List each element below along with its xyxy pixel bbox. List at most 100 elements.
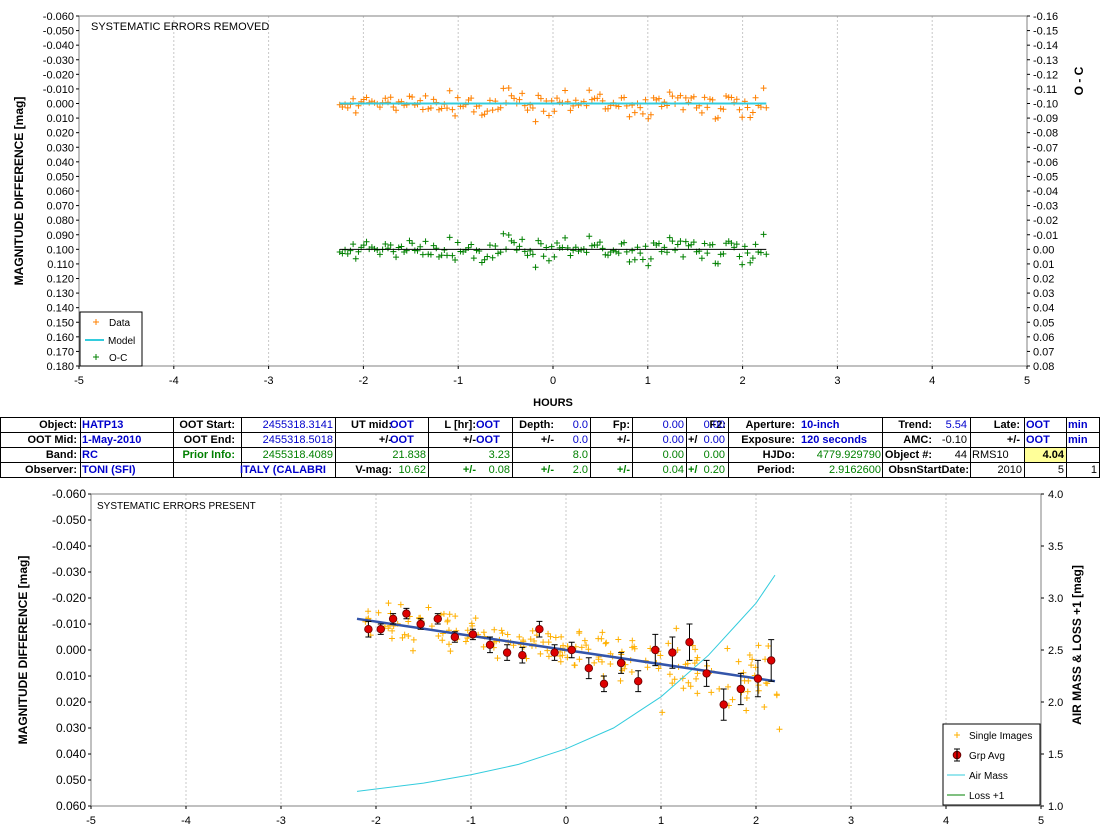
data-point — [666, 89, 673, 96]
object-number-value: 44 — [954, 449, 967, 461]
top-x-tick-label: -4 — [169, 375, 179, 387]
data-point — [605, 105, 612, 112]
fp-pm-label: +/- — [616, 434, 630, 446]
aperture-value: 10-inch — [801, 419, 840, 431]
data-point — [637, 104, 644, 111]
data-point — [497, 104, 504, 111]
legend-loss-label: Loss +1 — [969, 791, 1005, 802]
oc-point — [430, 242, 437, 249]
vmag-label: V-mag: — [355, 464, 392, 476]
bottom-right-tick-label: 4.0 — [1048, 489, 1063, 501]
bottom-right-tick-label: 3.5 — [1048, 541, 1063, 553]
single-image-point — [537, 650, 544, 657]
single-image-point — [631, 643, 638, 650]
single-image-point — [708, 689, 715, 696]
ut-mid-pm-value: OOT — [390, 434, 414, 446]
top-left-tick-label: 0.010 — [46, 113, 74, 125]
depth-prior-value: 8.0 — [572, 449, 588, 461]
top-right-tick-label: -0.04 — [1033, 186, 1058, 198]
single-image-point — [552, 634, 559, 641]
oc-point — [545, 257, 552, 264]
single-image-point — [599, 629, 606, 636]
single-image-point — [571, 662, 578, 669]
single-image-point — [494, 655, 501, 662]
bottom-left-tick-label: 0.000 — [56, 643, 86, 657]
top-right-tick-label: -0.03 — [1033, 201, 1058, 213]
oc-point — [752, 241, 759, 248]
top-x-tick-label: -2 — [359, 375, 369, 387]
top-x-tick-label: 0 — [550, 375, 556, 387]
oc-point — [709, 241, 716, 248]
single-image-point — [529, 627, 536, 634]
oc-point — [409, 240, 416, 247]
data-point — [728, 94, 735, 101]
data-point — [709, 96, 716, 103]
fp-prior-pm-value: 0.04 — [662, 464, 684, 476]
grp-avg-point — [616, 658, 626, 668]
bottom-left-tick-label: 0.020 — [56, 695, 86, 709]
single-image-point — [755, 682, 762, 689]
single-image-point — [729, 696, 736, 703]
oc-point — [677, 238, 684, 245]
single-image-point — [618, 648, 625, 655]
single-image-point — [665, 640, 672, 647]
data-point — [425, 105, 432, 112]
oc-point — [551, 253, 558, 260]
depth-value: 0.0 — [572, 419, 588, 431]
oc-point — [516, 243, 523, 250]
oc-point — [596, 239, 603, 246]
data-point — [390, 103, 397, 110]
oot-end-label: OOT End: — [183, 434, 235, 446]
single-image-point — [644, 664, 651, 671]
l-pm-value: OOT — [476, 434, 500, 446]
single-image-point — [388, 635, 395, 642]
single-image-point — [531, 637, 538, 644]
top-right-tick-label: 0.08 — [1033, 361, 1054, 373]
top-left-tick-label: -0.030 — [43, 55, 74, 67]
data-point — [427, 105, 434, 112]
single-image-point — [629, 637, 636, 644]
top-right-tick-label: 0.04 — [1033, 303, 1054, 315]
data-point — [535, 92, 542, 99]
fp-prior-value: 0.00 — [662, 449, 684, 461]
data-point — [720, 106, 727, 113]
top-right-tick-label: -0.06 — [1033, 157, 1058, 169]
single-image-point — [740, 669, 747, 676]
oc-point — [393, 254, 400, 261]
bottom-legend: Single Images Grp Avg Air Mass Loss +1 — [942, 723, 1041, 806]
data-point — [452, 112, 459, 119]
legend-data-label: Data — [109, 318, 131, 329]
single-image-point — [544, 647, 551, 654]
oc-point — [755, 248, 762, 255]
grp-avg-point — [468, 630, 478, 639]
top-left-tick-label: 0.080 — [46, 215, 74, 227]
legend-data-swatch — [93, 319, 99, 325]
bottom-left-tick-label: -0.050 — [52, 513, 86, 527]
grp-avg-point — [736, 684, 745, 694]
data-point — [529, 105, 536, 112]
prior-hours-value: 21.838 — [392, 449, 426, 461]
top-x-tick-label: 1 — [645, 375, 651, 387]
oc-point — [489, 254, 496, 261]
oc-point — [441, 246, 448, 253]
single-image-point — [585, 646, 592, 653]
hjdo-value: 4779.929790 — [816, 449, 881, 461]
grp-avg-point — [364, 625, 373, 634]
oc-point — [674, 241, 681, 248]
oc-point — [704, 250, 711, 257]
f2-label: F2: — [709, 419, 727, 431]
grp-avg-point — [518, 651, 527, 660]
single-images-series — [362, 600, 783, 733]
oc-point — [384, 245, 391, 252]
top-x-tick-label: -5 — [74, 375, 84, 387]
single-image-point — [480, 629, 487, 636]
oc-point — [655, 240, 662, 247]
single-image-point — [516, 633, 523, 640]
top-right-tick-label: 0.05 — [1033, 317, 1054, 329]
single-image-point — [765, 643, 772, 650]
single-image-point — [468, 620, 475, 627]
oc-point — [524, 252, 531, 259]
data-point — [387, 94, 394, 101]
oc-point — [757, 249, 764, 256]
single-image-point — [527, 636, 534, 643]
